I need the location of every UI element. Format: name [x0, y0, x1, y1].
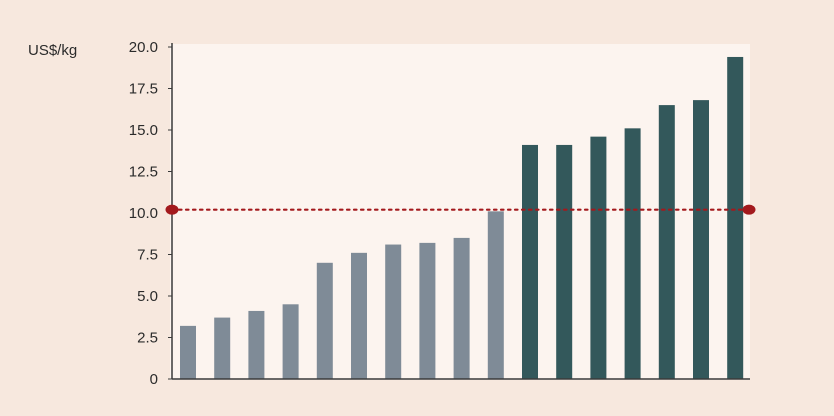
bar	[248, 310, 265, 379]
y-tick-label: 12.5	[129, 164, 158, 181]
bar	[487, 211, 504, 379]
bar	[556, 144, 573, 379]
bar	[180, 325, 196, 379]
bar	[316, 262, 333, 379]
bar	[693, 100, 709, 380]
y-tick-label: 10.0	[129, 205, 158, 222]
y-tick-label: 20.0	[129, 39, 158, 56]
bar	[727, 56, 744, 380]
reference-line-group	[165, 204, 756, 215]
reference-line-left-marker	[165, 204, 179, 215]
y-tick-label: 15.0	[129, 122, 158, 139]
bar	[624, 128, 641, 379]
y-tick-label: 2.5	[137, 330, 158, 347]
reference-line-right-marker	[742, 204, 756, 215]
y-tick-label: 5.0	[137, 288, 158, 305]
bar	[351, 252, 367, 379]
bar	[385, 244, 402, 379]
bar	[522, 144, 538, 379]
bar	[282, 304, 299, 379]
bar	[419, 242, 436, 379]
y-axis-ticks: 0 2.5 5.0 7.5 10.0 12.5 15.0 17.5 20.0	[129, 39, 172, 388]
bar	[453, 237, 470, 379]
bar	[214, 317, 231, 379]
y-axis-unit-label: US$/kg	[28, 42, 77, 59]
bar	[590, 136, 607, 379]
y-tick-label: 0	[150, 371, 158, 388]
y-tick-label: 7.5	[137, 247, 158, 264]
y-tick-label: 17.5	[129, 81, 158, 98]
bars-group	[180, 56, 744, 380]
bar	[658, 105, 675, 379]
